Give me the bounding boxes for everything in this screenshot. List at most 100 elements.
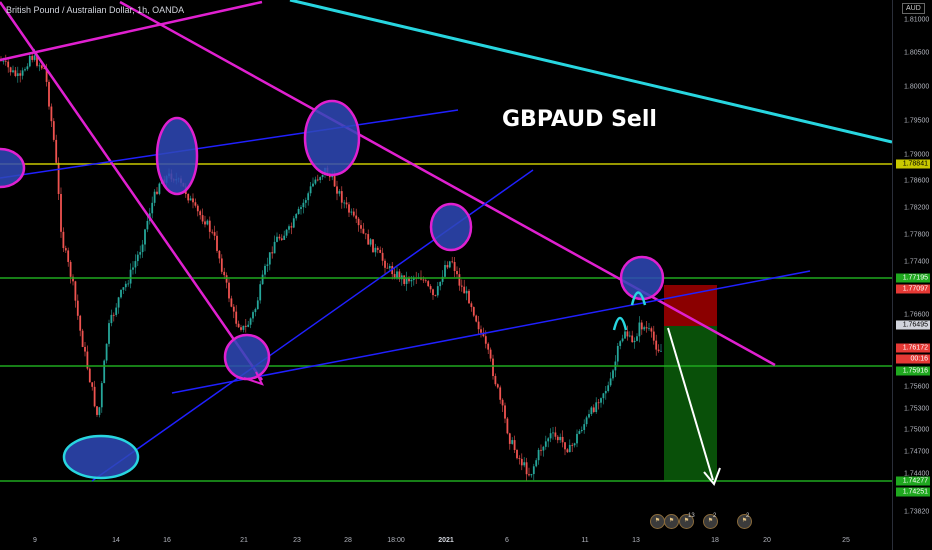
candle-body [314, 179, 317, 184]
candle-body [429, 286, 432, 290]
candle-body [57, 162, 60, 194]
price-chart[interactable] [0, 0, 892, 550]
event-flag-icon[interactable]: ⚑ [679, 514, 694, 529]
candle-body [451, 261, 454, 263]
candle-body [544, 441, 547, 447]
candle-body [448, 261, 451, 268]
candle-body [456, 271, 458, 275]
candle-body [52, 121, 55, 140]
candle-body [446, 265, 449, 268]
event-flag-icon[interactable]: ⚑ [664, 514, 679, 529]
candle-body [602, 393, 605, 399]
candle-body [513, 440, 516, 450]
candle-body [506, 418, 509, 434]
candle-body [266, 264, 269, 266]
candle-body [98, 407, 101, 415]
candle-body [230, 298, 233, 307]
candle-body [48, 81, 50, 107]
candle-body [218, 250, 221, 259]
stop-loss-zone [664, 285, 717, 326]
candle-body [333, 175, 336, 187]
candle-body [139, 252, 142, 255]
date-label: 23 [293, 537, 301, 544]
candle-body [213, 232, 216, 236]
price-tag-entry: 1.76495 [896, 320, 930, 330]
candle-body [151, 202, 154, 214]
date-label: 9 [33, 537, 37, 544]
candle-body [134, 261, 137, 268]
candle-body [64, 248, 67, 251]
candle-body [628, 335, 631, 337]
price-axis[interactable] [892, 0, 932, 550]
candle-body [302, 202, 305, 208]
candle-body [290, 226, 293, 228]
candle-body [319, 177, 322, 181]
candle-body [156, 191, 158, 194]
candle-body [117, 297, 120, 308]
blue-lower-channel [171, 270, 811, 394]
candle-body [278, 236, 281, 239]
candle-body [336, 186, 338, 194]
candle-body [74, 281, 77, 301]
date-label: 21 [240, 537, 248, 544]
candle-body [374, 247, 377, 253]
candle-body [364, 233, 367, 235]
pivot-marker-ellipse [62, 434, 140, 480]
candle-body [585, 417, 588, 425]
candle-body [516, 449, 518, 459]
candle-body [504, 405, 506, 419]
event-flag-icon[interactable]: ⚑ [650, 514, 665, 529]
price-tag-bottom: 1.74251 [896, 487, 930, 497]
event-flag-icon[interactable]: ⚑ [703, 514, 718, 529]
candle-body [112, 314, 115, 316]
date-label: 13 [632, 537, 640, 544]
candle-body [396, 271, 398, 278]
candle-body [19, 73, 22, 76]
price-label: 1.73820 [904, 508, 930, 516]
candle-body [129, 269, 132, 284]
candle-body [249, 318, 252, 325]
candle-body [568, 444, 571, 453]
candle-body [652, 331, 655, 341]
magenta-upper-trendline [0, 0, 263, 62]
candle-body [158, 183, 161, 194]
candle-body [427, 281, 430, 287]
candle-body [518, 458, 521, 460]
candle-body [403, 275, 406, 284]
candle-body [33, 55, 36, 60]
candle-body [580, 429, 583, 432]
candle-body [633, 340, 636, 343]
candle-body [621, 338, 624, 342]
candle-body [340, 191, 343, 203]
candle-body [79, 315, 82, 331]
candle-body [338, 191, 341, 194]
candle-body [247, 324, 250, 327]
event-flag-icon[interactable]: ⚑ [737, 514, 752, 529]
candle-body [12, 70, 14, 73]
candle-body [76, 300, 79, 316]
candle-body [14, 70, 17, 77]
candle-body [86, 351, 89, 369]
candle-body [657, 349, 660, 352]
candle-body [232, 306, 235, 312]
candle-body [24, 69, 26, 71]
candle-body [496, 384, 499, 388]
candle-body [511, 440, 514, 444]
candle-body [595, 402, 598, 413]
symbol-header[interactable]: British Pound / Australian Dollar, 1h, O… [6, 5, 185, 15]
candle-body [362, 228, 365, 234]
candle-body [372, 239, 374, 253]
currency-label[interactable]: AUD [902, 3, 925, 14]
candle-body [619, 341, 622, 346]
candle-body [199, 211, 202, 216]
candle-body [28, 55, 31, 67]
candle-body [146, 220, 149, 230]
candle-body [484, 336, 487, 344]
price-label: 1.81000 [904, 16, 930, 24]
candle-body [609, 378, 612, 386]
candle-body [482, 332, 485, 337]
date-label: 18 [711, 537, 719, 544]
candle-body [240, 327, 242, 330]
candle-body [271, 252, 274, 254]
candle-body [590, 407, 593, 415]
